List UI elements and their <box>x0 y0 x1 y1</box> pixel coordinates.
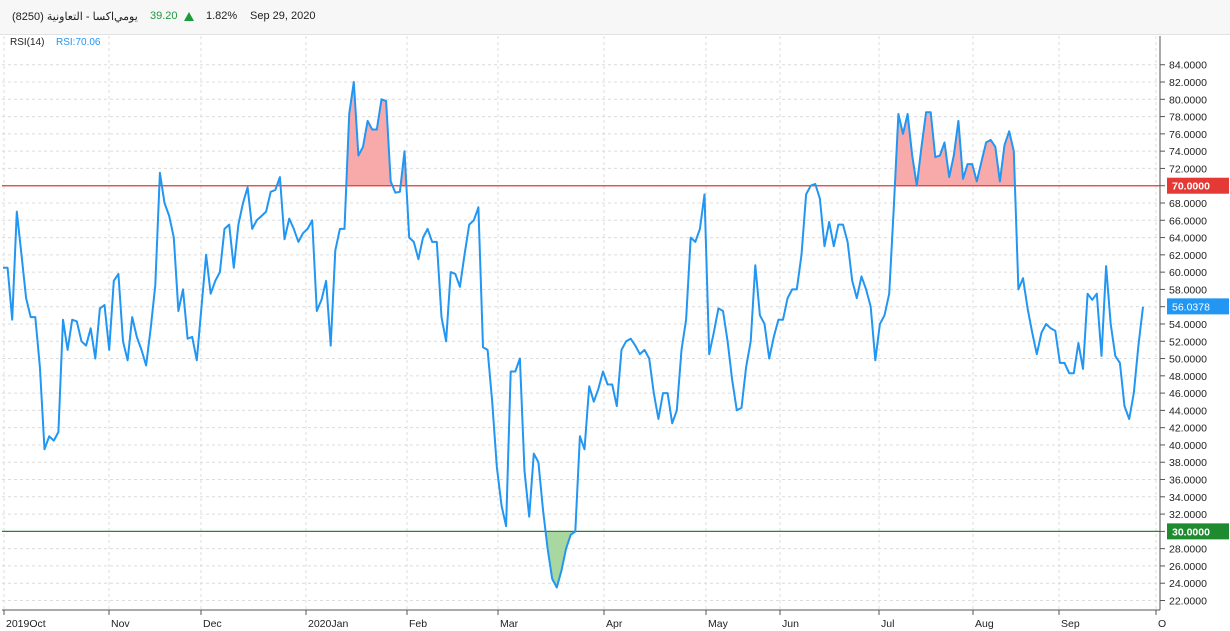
x-tick-label: Aug <box>975 618 994 630</box>
header-date: Sep 29, 2020 <box>250 10 316 22</box>
y-tick-label: 42.0000 <box>1169 423 1207 435</box>
overbought-fill <box>894 114 917 186</box>
overbought-fill <box>916 112 1015 186</box>
x-tick-label: Nov <box>111 618 130 630</box>
level-badge-label: 30.0000 <box>1172 526 1210 538</box>
price-axis: 22.0000 24.0000 26.0000 28.0000 30.0000 32.00… <box>1159 36 1229 610</box>
y-tick-label: 84.0000 <box>1169 60 1207 72</box>
x-tick-label: O <box>1158 618 1166 630</box>
y-tick-label: 48.0000 <box>1169 371 1207 383</box>
y-tick-label: 24.0000 <box>1169 578 1207 590</box>
x-tick-label: 2020Jan <box>308 618 348 630</box>
header-symbol[interactable]: (8250) اكسا - التعاونية <box>12 11 115 23</box>
y-tick-label: 54.0000 <box>1169 319 1207 331</box>
y-tick-label: 44.0000 <box>1169 405 1207 417</box>
x-tick-label: Jun <box>782 618 799 630</box>
time-axis: 2019Oct Nov Dec 2020Jan Feb Mar Apr May Jun Jul Au… <box>2 609 1166 630</box>
up-arrow-icon <box>184 12 194 21</box>
y-tick-label: 74.0000 <box>1169 146 1207 158</box>
y-tick-label: 26.0000 <box>1169 561 1207 573</box>
y-tick-label: 28.0000 <box>1169 544 1207 556</box>
zone-fills <box>159 82 1015 588</box>
header-change-pct: 1.82% <box>206 10 238 22</box>
y-tick-label: 32.0000 <box>1169 509 1207 521</box>
y-tick-label: 58.0000 <box>1169 284 1207 296</box>
y-tick-label: 72.0000 <box>1169 163 1207 175</box>
level-lines <box>2 185 1160 532</box>
y-tick-label: 38.0000 <box>1169 457 1207 469</box>
y-tick-label: 36.0000 <box>1169 475 1207 487</box>
chart-header: Sep 29, 2020 1.82% 39.20 يومي (8250) اكس… <box>0 0 1230 35</box>
y-tick-label: 82.0000 <box>1169 77 1207 89</box>
indicator-value: RSI:70.06 <box>56 37 101 48</box>
last-value-label: 56.0378 <box>1172 301 1210 313</box>
y-tick-label: 34.0000 <box>1169 492 1207 504</box>
x-tick-label: Apr <box>606 618 623 630</box>
y-tick-label: 66.0000 <box>1169 215 1207 227</box>
level-badge <box>1167 177 1229 194</box>
oversold-fill <box>545 531 576 588</box>
y-tick-label: 80.0000 <box>1169 94 1207 106</box>
level-badge-label: 70.0000 <box>1172 181 1210 193</box>
x-tick-label: Mar <box>500 618 519 630</box>
rsi-series <box>3 81 1144 589</box>
x-tick-label: Dec <box>203 618 222 630</box>
y-tick-label: 50.0000 <box>1169 354 1207 366</box>
y-tick-label: 76.0000 <box>1169 129 1207 141</box>
y-tick-label: 64.0000 <box>1169 233 1207 245</box>
level-badge <box>1167 523 1229 540</box>
x-tick-label: Feb <box>409 618 427 630</box>
x-tick-label: Jul <box>881 618 894 630</box>
rsi-line <box>3 81 1144 589</box>
y-tick-label: 62.0000 <box>1169 250 1207 262</box>
y-tick-label: 68.0000 <box>1169 198 1207 210</box>
y-tick-label: 46.0000 <box>1169 388 1207 400</box>
x-tick-label: 2019Oct <box>6 618 46 630</box>
y-tick-label: 78.0000 <box>1169 112 1207 124</box>
y-tick-label: 40.0000 <box>1169 440 1207 452</box>
header-period: يومي <box>114 11 138 23</box>
y-tick-label: 60.0000 <box>1169 267 1207 279</box>
y-tick-label: 52.0000 <box>1169 336 1207 348</box>
last-value-badge <box>1167 298 1229 315</box>
grid-lines <box>2 36 1158 610</box>
x-tick-label: May <box>708 618 729 630</box>
overbought-fill <box>346 82 393 186</box>
y-tick-label: 22.0000 <box>1169 595 1207 607</box>
header-price: 39.20 <box>150 10 178 22</box>
x-tick-label: Sep <box>1061 618 1080 630</box>
indicator-name[interactable]: RSI(14) <box>10 37 45 48</box>
